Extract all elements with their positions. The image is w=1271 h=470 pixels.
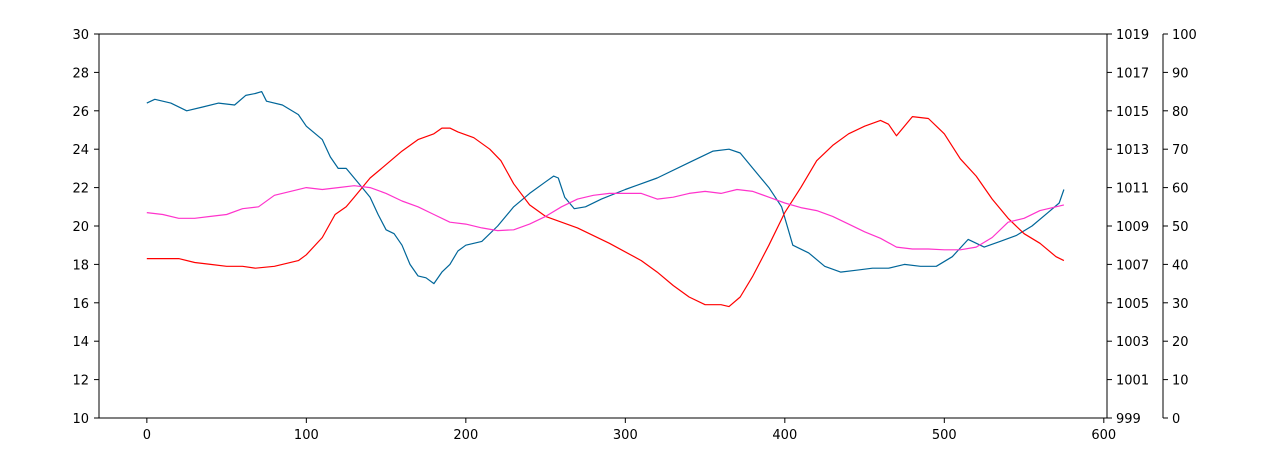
y-tick-label: 30 — [72, 28, 89, 43]
y-tick-label: 16 — [72, 297, 89, 312]
x-tick-label: 500 — [932, 428, 957, 443]
y-tick-label: 18 — [72, 258, 89, 273]
y-tick-label: 0 — [1172, 412, 1180, 427]
y-tick-label: 1015 — [1116, 105, 1149, 120]
y-tick-label: 1019 — [1116, 28, 1149, 43]
y-tick-label: 80 — [1172, 105, 1189, 120]
y-tick-label: 1013 — [1116, 143, 1149, 158]
x-tick-label: 200 — [453, 428, 478, 443]
x-tick-label: 600 — [1091, 428, 1116, 443]
y-tick-label: 70 — [1172, 143, 1189, 158]
y-tick-label: 12 — [72, 374, 89, 389]
series-line-3 — [146, 185, 1065, 251]
y-axis-right-pressure: 999 1001 1003 1005 1007 1009 1011 1013 1015 1017 1… — [1107, 28, 1149, 427]
plot-frame — [98, 33, 1108, 419]
series-line-2 — [146, 115, 1065, 308]
x-tick-label: 0 — [143, 428, 151, 443]
y-tick-label: 24 — [72, 143, 89, 158]
y-tick-label: 28 — [72, 66, 89, 81]
y-tick-label: 14 — [72, 335, 89, 350]
y-tick-label: 26 — [72, 105, 89, 120]
y-tick-label: 30 — [1172, 297, 1189, 312]
x-tick-label: 300 — [613, 428, 638, 443]
y-tick-label: 999 — [1116, 412, 1141, 427]
x-tick-label: 100 — [294, 428, 319, 443]
y-tick-label: 50 — [1172, 220, 1189, 235]
series-layer — [146, 90, 1065, 308]
y-tick-label: 1017 — [1116, 66, 1149, 81]
x-axis: 0 100 200 300 400 500 600 — [143, 418, 1116, 443]
x-tick-label: 400 — [772, 428, 797, 443]
y-tick-label: 1003 — [1116, 335, 1149, 350]
y-tick-label: 100 — [1172, 28, 1197, 43]
y-tick-label: 1007 — [1116, 258, 1149, 273]
y-tick-label: 10 — [1172, 374, 1189, 389]
y-tick-label: 60 — [1172, 182, 1189, 197]
series-line-1 — [146, 90, 1065, 285]
y-tick-label: 90 — [1172, 66, 1189, 81]
y-axis-right-outer: 0 10 20 30 40 50 60 70 80 90 100 — [1162, 28, 1197, 427]
y-tick-label: 22 — [72, 182, 89, 197]
y-tick-label: 20 — [1172, 335, 1189, 350]
plot-border — [98, 33, 1108, 419]
y-tick-label: 10 — [72, 412, 89, 427]
y-tick-label: 1005 — [1116, 297, 1149, 312]
y-tick-label: 1009 — [1116, 220, 1149, 235]
y-tick-label: 20 — [72, 220, 89, 235]
y-tick-label: 1011 — [1116, 182, 1149, 197]
y-axis-left: 10 12 14 16 18 20 22 24 26 28 30 — [72, 28, 99, 427]
y-tick-label: 40 — [1172, 258, 1189, 273]
y-tick-label: 1001 — [1116, 374, 1149, 389]
